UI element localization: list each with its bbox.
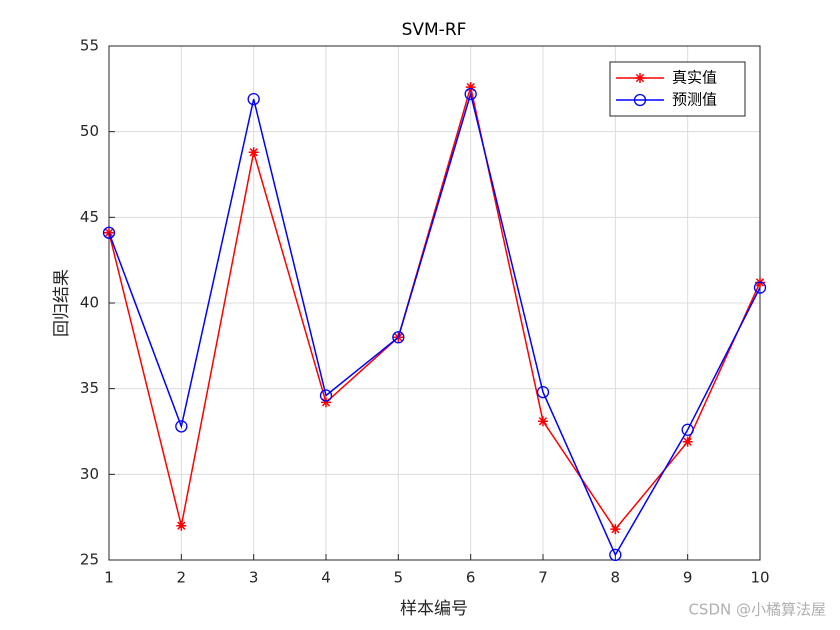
- marker: [681, 423, 694, 436]
- watermark: CSDN @小橘算法屋: [688, 601, 826, 619]
- y-tick-label: 35: [80, 379, 99, 397]
- marker: [247, 92, 260, 106]
- x-tick-label: 5: [394, 569, 404, 587]
- series-line: [108, 86, 761, 531]
- legend-box: [609, 61, 746, 117]
- marker: [102, 226, 116, 239]
- legend-marker: [635, 73, 645, 83]
- x-tick-label: 9: [683, 569, 693, 587]
- marker: [536, 385, 550, 399]
- marker: [464, 87, 477, 101]
- chart-title: SVM-RF: [402, 20, 467, 40]
- marker: [321, 397, 331, 408]
- series-line: [108, 91, 761, 557]
- marker: [248, 147, 259, 158]
- marker: [175, 420, 188, 433]
- x-tick-label: 10: [750, 569, 769, 587]
- x-axis-label: 样本编号: [400, 599, 468, 619]
- y-tick-label: 50: [80, 122, 99, 140]
- marker: [753, 281, 767, 294]
- marker: [104, 227, 114, 238]
- marker: [538, 416, 548, 427]
- x-tick-label: 7: [538, 569, 548, 587]
- y-tick-label: 25: [80, 551, 99, 569]
- y-tick-label: 45: [80, 208, 99, 226]
- legend-label: 真实值: [672, 69, 717, 87]
- y-tick-label: 55: [80, 37, 99, 55]
- x-tick-label: 4: [321, 569, 331, 587]
- x-tick-label: 3: [249, 569, 259, 587]
- marker: [682, 436, 693, 447]
- marker: [176, 520, 187, 531]
- legend-marker: [633, 93, 647, 107]
- marker: [609, 548, 622, 562]
- x-tick-label: 2: [177, 569, 187, 587]
- marker: [392, 331, 405, 344]
- marker: [610, 524, 621, 535]
- marker: [319, 389, 333, 402]
- legend-label: 预测值: [672, 91, 717, 109]
- y-tick-label: 40: [80, 294, 99, 312]
- marker: [465, 82, 476, 93]
- y-tick-label: 30: [80, 465, 99, 483]
- x-tick-label: 1: [104, 569, 114, 587]
- x-tick-label: 6: [466, 569, 476, 587]
- axes-box: [108, 45, 761, 561]
- x-tick-label: 8: [611, 569, 621, 587]
- y-axis-label: 回归结果: [52, 269, 72, 337]
